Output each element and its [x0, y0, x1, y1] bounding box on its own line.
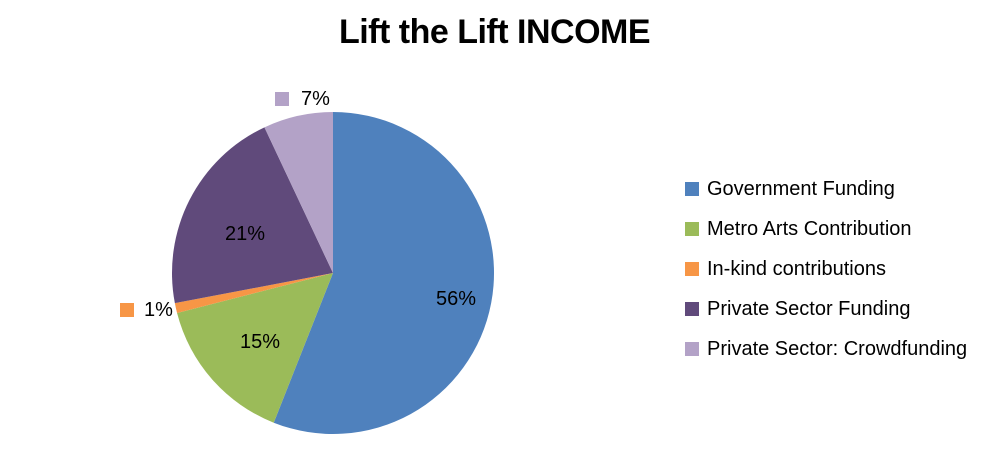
chart-title: Lift the Lift INCOME — [338, 13, 651, 51]
legend-label-government-funding: Government Funding — [707, 178, 895, 200]
pie-slice-private-sector-crowdfunding — [264, 112, 333, 273]
in-kind-key-swatch — [120, 303, 134, 317]
legend-swatch-in-kind-contributions — [685, 262, 699, 276]
pie-slice-private-sector-funding — [171, 127, 333, 304]
legend-label-metro-arts-contribution: Metro Arts Contribution — [707, 218, 912, 240]
data-label-metro-arts-contribution: 15% — [239, 331, 281, 353]
pie-chart — [171, 112, 495, 434]
crowdfunding-percent-label: 7% — [301, 88, 330, 110]
data-label-in-kind-contributions: 1% — [120, 299, 173, 321]
in-kind-percent-label: 1% — [144, 299, 173, 321]
legend-item-government-funding: Government Funding — [685, 178, 967, 200]
legend-swatch-private-sector-crowdfunding — [685, 342, 699, 356]
legend: Government Funding Metro Arts Contributi… — [685, 178, 968, 360]
legend-item-private-sector-crowdfunding: Private Sector: Crowdfunding — [685, 338, 968, 360]
crowdfunding-key-swatch — [275, 92, 289, 106]
legend-item-metro-arts-contribution: Metro Arts Contribution — [685, 218, 967, 240]
legend-swatch-private-sector-funding — [685, 302, 699, 316]
legend-label-in-kind-contributions: In-kind contributions — [707, 258, 886, 280]
legend-item-in-kind-contributions: In-kind contributions — [685, 258, 967, 280]
pie-slice-metro-arts-contribution — [177, 273, 333, 423]
legend-label-private-sector-crowdfunding: Private Sector: Crowdfunding — [707, 338, 968, 360]
data-label-private-sector-funding: 21% — [224, 223, 266, 245]
data-label-private-sector-crowdfunding: 7% — [275, 88, 330, 110]
legend-label-private-sector-funding: Private Sector Funding — [707, 298, 911, 320]
legend-swatch-metro-arts-contribution — [685, 222, 699, 236]
legend-item-private-sector-funding: Private Sector Funding — [685, 298, 967, 320]
legend-swatch-government-funding — [685, 182, 699, 196]
pie-slice-in-kind-contributions — [174, 273, 333, 314]
pie-slice-government-funding — [273, 112, 495, 434]
data-label-government-funding: 56% — [435, 288, 477, 310]
